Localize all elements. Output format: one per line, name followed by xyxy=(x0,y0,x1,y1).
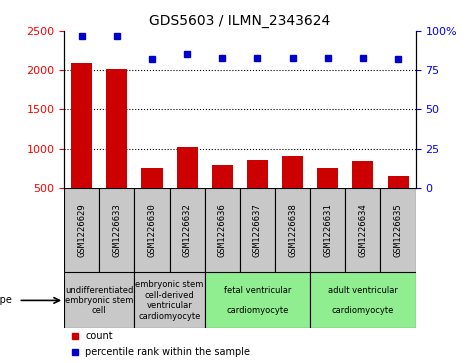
Bar xyxy=(352,162,373,188)
Text: GSM1226637: GSM1226637 xyxy=(253,203,262,257)
Text: undifferentiated
embryonic stem
cell: undifferentiated embryonic stem cell xyxy=(65,286,133,315)
Text: GSM1226634: GSM1226634 xyxy=(359,203,367,257)
Bar xyxy=(310,188,345,272)
Text: GSM1226629: GSM1226629 xyxy=(77,203,86,257)
Bar xyxy=(345,188,380,272)
Bar xyxy=(205,272,310,329)
Text: GSM1226631: GSM1226631 xyxy=(323,203,332,257)
Bar xyxy=(310,272,416,329)
Bar xyxy=(134,188,170,272)
Bar xyxy=(212,165,233,188)
Text: adult ventricular

cardiomyocyte: adult ventricular cardiomyocyte xyxy=(328,286,398,315)
Bar xyxy=(177,147,198,188)
Title: GDS5603 / ILMN_2343624: GDS5603 / ILMN_2343624 xyxy=(149,15,331,28)
Bar xyxy=(240,188,275,272)
Text: count: count xyxy=(85,331,113,341)
Text: GSM1226630: GSM1226630 xyxy=(148,203,156,257)
Text: GSM1226632: GSM1226632 xyxy=(183,203,191,257)
Bar xyxy=(64,272,134,329)
Text: GSM1226636: GSM1226636 xyxy=(218,203,227,257)
Text: cell type: cell type xyxy=(0,295,11,305)
Bar xyxy=(205,188,240,272)
Text: fetal ventricular

cardiomyocyte: fetal ventricular cardiomyocyte xyxy=(224,286,291,315)
Bar xyxy=(71,63,92,188)
Bar xyxy=(106,69,127,188)
Text: GSM1226635: GSM1226635 xyxy=(394,203,402,257)
Text: percentile rank within the sample: percentile rank within the sample xyxy=(85,347,250,357)
Bar xyxy=(388,176,408,188)
Bar xyxy=(99,188,134,272)
Text: embryonic stem
cell-derived
ventricular
cardiomyocyte: embryonic stem cell-derived ventricular … xyxy=(135,280,204,321)
Bar xyxy=(282,156,303,188)
Bar xyxy=(247,160,268,188)
Text: GSM1226633: GSM1226633 xyxy=(113,203,121,257)
Bar xyxy=(142,168,162,188)
Text: GSM1226638: GSM1226638 xyxy=(288,203,297,257)
Bar xyxy=(380,188,416,272)
Bar xyxy=(317,168,338,188)
Bar xyxy=(134,272,205,329)
Bar xyxy=(275,188,310,272)
Bar xyxy=(64,188,99,272)
Bar xyxy=(170,188,205,272)
